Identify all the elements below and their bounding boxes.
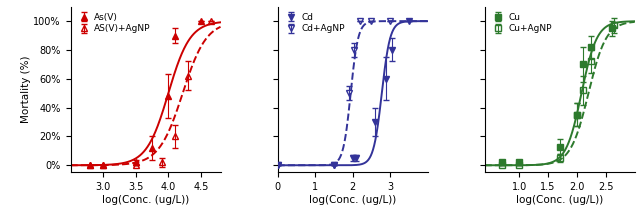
Legend: Cd, Cd+AgNP: Cd, Cd+AgNP [282,11,346,35]
Y-axis label: Mortality (%): Mortality (%) [21,56,31,123]
Legend: As(V), AS(V)+AgNP: As(V), AS(V)+AgNP [75,11,153,35]
X-axis label: log(Conc. (ug/L)): log(Conc. (ug/L)) [516,195,603,205]
X-axis label: log(Conc. (ug/L)): log(Conc. (ug/L)) [102,195,189,205]
X-axis label: log(Conc. (ug/L)): log(Conc. (ug/L)) [309,195,396,205]
Legend: Cu, Cu+AgNP: Cu, Cu+AgNP [489,11,553,35]
